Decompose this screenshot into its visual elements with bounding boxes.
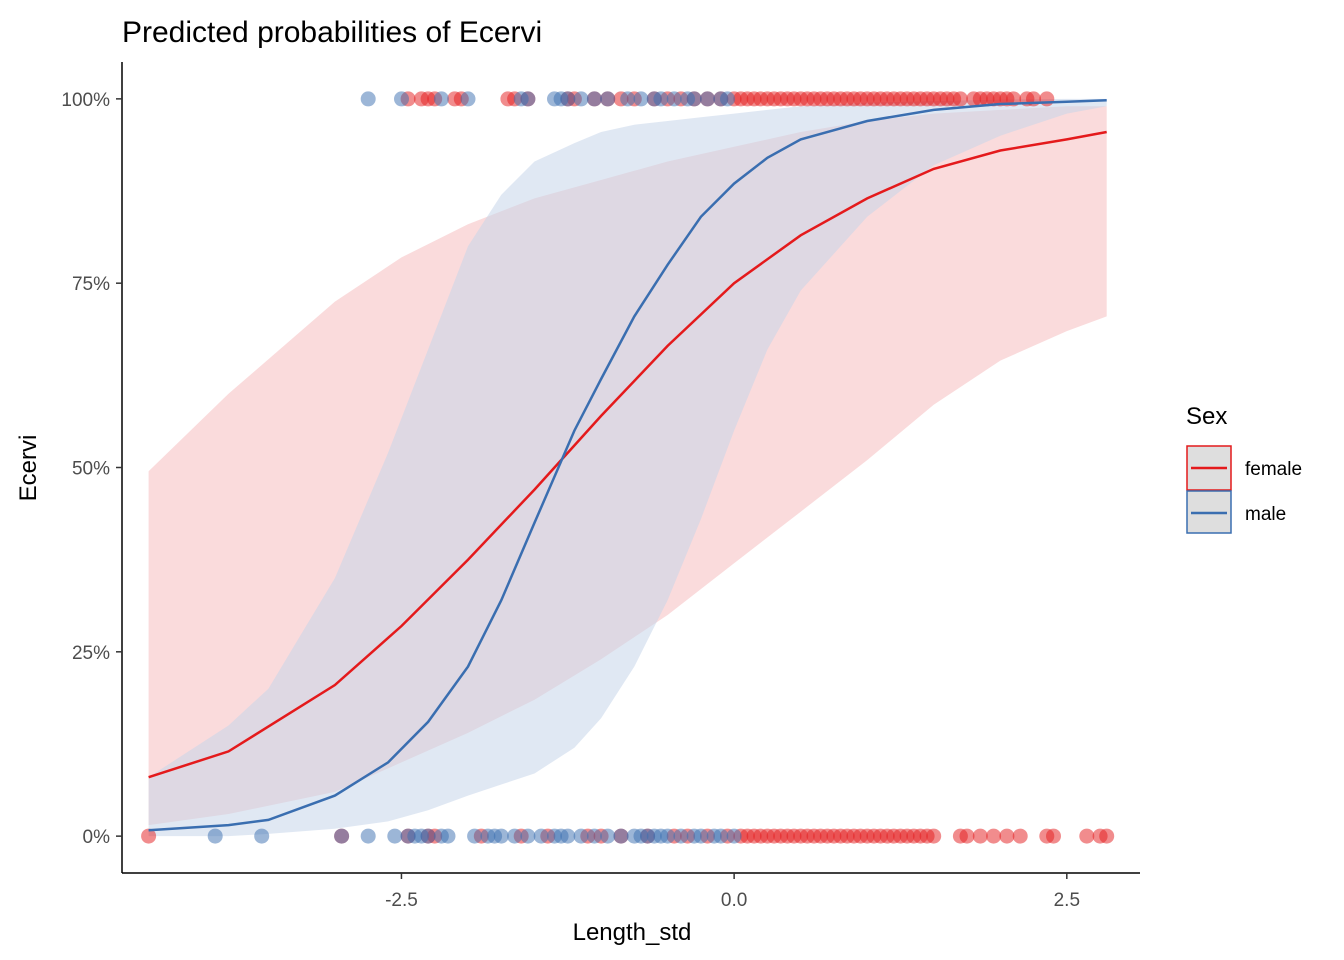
data-point-male (726, 828, 742, 844)
y-tick-label: 0% (83, 827, 111, 848)
y-tick-label: 75% (72, 274, 110, 295)
legend-title: Sex (1186, 403, 1227, 430)
data-point-female (926, 828, 942, 844)
y-tick-label: 50% (72, 459, 110, 480)
data-point-male (360, 828, 376, 844)
data-point-male (467, 828, 483, 844)
data-point-male (420, 828, 436, 844)
data-point-female (972, 828, 988, 844)
line-female (148, 130, 1107, 779)
data-point-male (620, 91, 636, 107)
data-point-male (573, 828, 589, 844)
data-point-male (600, 91, 616, 107)
legend: Sex female male (1186, 403, 1302, 534)
data-point-male (460, 91, 476, 107)
data-point-male (387, 828, 403, 844)
data-point-male (693, 828, 709, 844)
data-point-male (633, 91, 649, 107)
data-point-male (207, 828, 223, 844)
data-point-male (254, 828, 270, 844)
data-point-female (1079, 828, 1095, 844)
data-point-male (573, 91, 589, 107)
data-point-female (1039, 91, 1055, 107)
data-point-female (959, 828, 975, 844)
x-tick-label: 2.5 (1054, 890, 1080, 911)
data-point-male (700, 91, 715, 107)
data-point-male (394, 91, 409, 107)
data-point-male (334, 828, 350, 844)
data-point-male (507, 828, 523, 844)
data-point-female (1046, 828, 1061, 844)
data-point-male (520, 828, 536, 844)
data-point-male (493, 828, 509, 844)
y-axis-title: Ecervi (15, 435, 42, 502)
data-point-male (360, 91, 376, 107)
data-point-male (560, 828, 576, 844)
ribbon-male (148, 98, 1107, 837)
data-point-male (440, 828, 456, 844)
data-point-female (952, 91, 968, 107)
data-point-male (560, 91, 576, 107)
y-tick-label: 25% (72, 643, 110, 664)
data-point-male (586, 828, 602, 844)
data-point-female (986, 828, 1002, 844)
data-point-male (720, 91, 735, 107)
data-point-male (713, 828, 729, 844)
axis-ticks: 0% 25% 50% 75% 100% -2.5 0.0 2.5 (61, 90, 1080, 911)
legend-label-male: male (1245, 504, 1286, 525)
data-point-male (666, 91, 682, 107)
chart-title: Predicted probabilities of Ecervi (122, 16, 542, 49)
plot-area (141, 91, 1115, 844)
data-point-male (673, 828, 689, 844)
data-point-male (433, 91, 449, 107)
x-tick-label: -2.5 (385, 890, 418, 911)
data-point-female (141, 828, 157, 844)
line-male (148, 99, 1107, 832)
data-point-male (686, 91, 702, 107)
legend-label-female: female (1245, 459, 1302, 480)
data-point-male (660, 828, 676, 844)
data-point-female (1099, 828, 1115, 844)
data-point-male (653, 91, 669, 107)
y-tick-label: 100% (61, 90, 110, 111)
data-point-female (999, 828, 1015, 844)
data-point-male (600, 828, 616, 844)
data-point-male (586, 91, 602, 107)
x-axis-title: Length_std (573, 919, 692, 946)
data-point-female (1012, 828, 1028, 844)
data-point-male (520, 91, 536, 107)
data-point-male (613, 828, 629, 844)
data-point-male (533, 828, 549, 844)
x-tick-label: 0.0 (721, 890, 747, 911)
